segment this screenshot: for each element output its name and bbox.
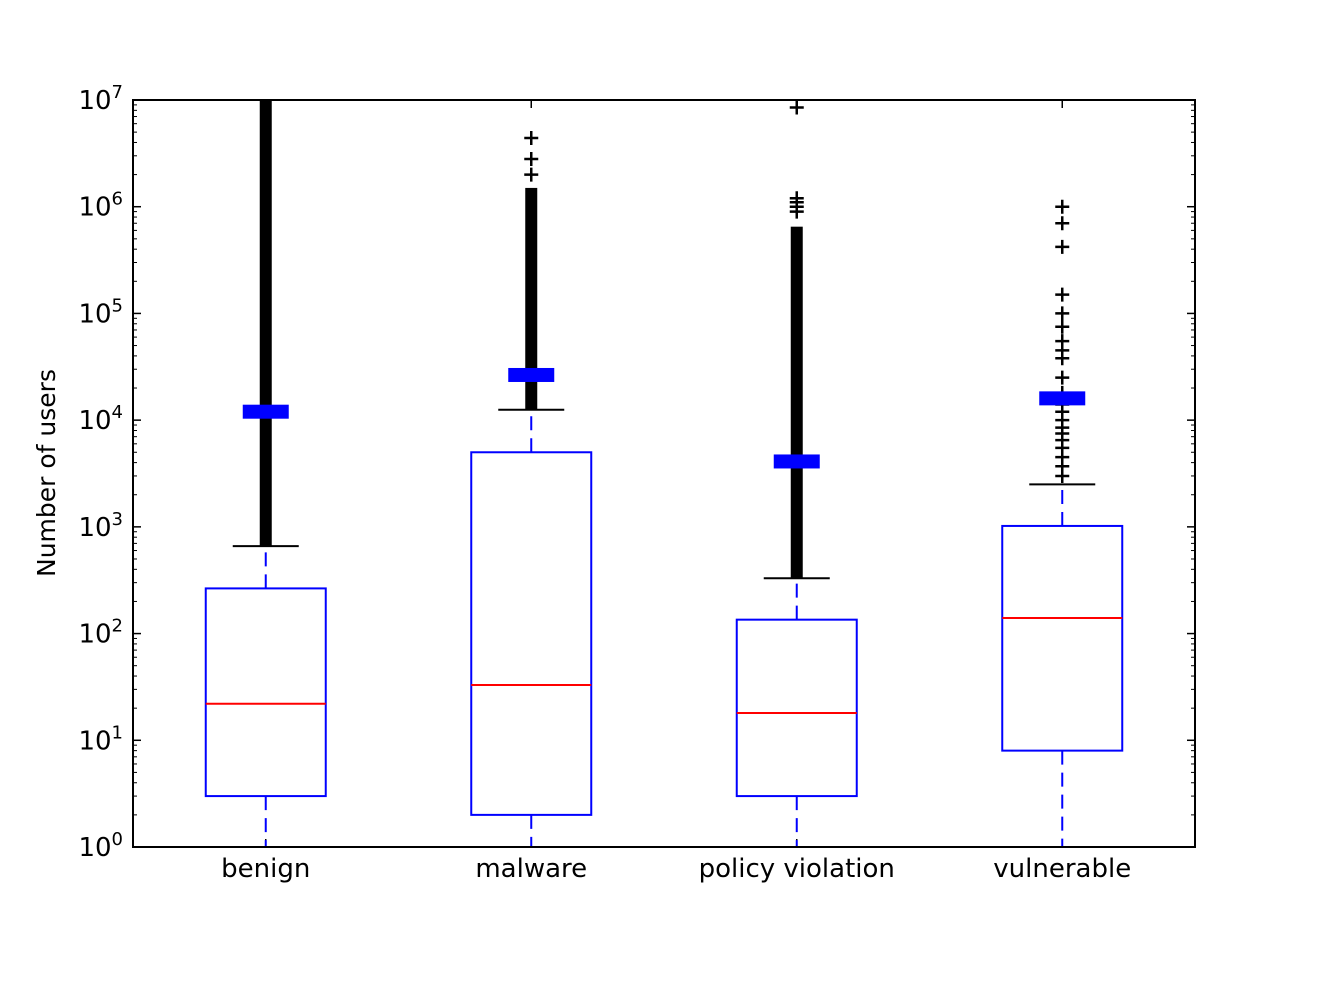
mean-marker xyxy=(508,367,555,382)
outlier-marker xyxy=(524,151,539,166)
x-tick-label: policy violation xyxy=(699,854,895,884)
axis-ticks xyxy=(133,99,1195,848)
outlier-marker xyxy=(1055,199,1070,214)
outlier-marker xyxy=(1055,239,1070,254)
y-axis-label: Number of users xyxy=(32,369,61,577)
y-tick-label: 100 xyxy=(78,829,123,863)
plot-frame xyxy=(132,99,1196,848)
y-tick-label: 101 xyxy=(78,722,123,756)
outlier-band xyxy=(790,226,803,579)
outlier-marker xyxy=(1055,319,1070,334)
iqr-box xyxy=(735,618,858,798)
iqr-box xyxy=(1001,524,1124,752)
y-tick-label: 104 xyxy=(78,402,123,436)
outlier-marker xyxy=(789,191,804,206)
x-tick-label: benign xyxy=(221,854,310,884)
x-tick-label: malware xyxy=(475,854,587,884)
iqr-box xyxy=(204,587,327,798)
x-tick-label: vulnerable xyxy=(993,854,1131,884)
box-policy-violation xyxy=(735,100,858,847)
outlier-marker xyxy=(1055,334,1070,349)
mean-marker xyxy=(242,404,289,419)
outlier-marker xyxy=(1055,216,1070,231)
outlier-band xyxy=(525,187,538,410)
outlier-marker xyxy=(524,167,539,182)
iqr-box xyxy=(470,451,593,816)
outlier-marker xyxy=(524,131,539,146)
mean-marker xyxy=(1039,391,1086,406)
outlier-marker xyxy=(1055,287,1070,302)
mean-marker xyxy=(773,454,820,469)
outlier-marker xyxy=(789,100,804,115)
box-malware xyxy=(470,131,593,847)
y-tick-label: 102 xyxy=(78,616,123,650)
y-tick-label: 103 xyxy=(78,509,123,543)
box-benign xyxy=(204,100,327,847)
box-vulnerable xyxy=(1001,199,1124,847)
boxplot-series xyxy=(204,100,1124,847)
y-tick-label: 107 xyxy=(78,82,123,116)
y-tick-label: 106 xyxy=(78,189,123,223)
outlier-marker xyxy=(1055,370,1070,385)
y-tick-label: 105 xyxy=(78,295,123,329)
outlier-marker xyxy=(1055,306,1070,321)
outlier-band xyxy=(259,100,272,547)
axis-labels: 100 101 102 103 104 105 106 107 benign malware pol… xyxy=(78,82,1131,884)
